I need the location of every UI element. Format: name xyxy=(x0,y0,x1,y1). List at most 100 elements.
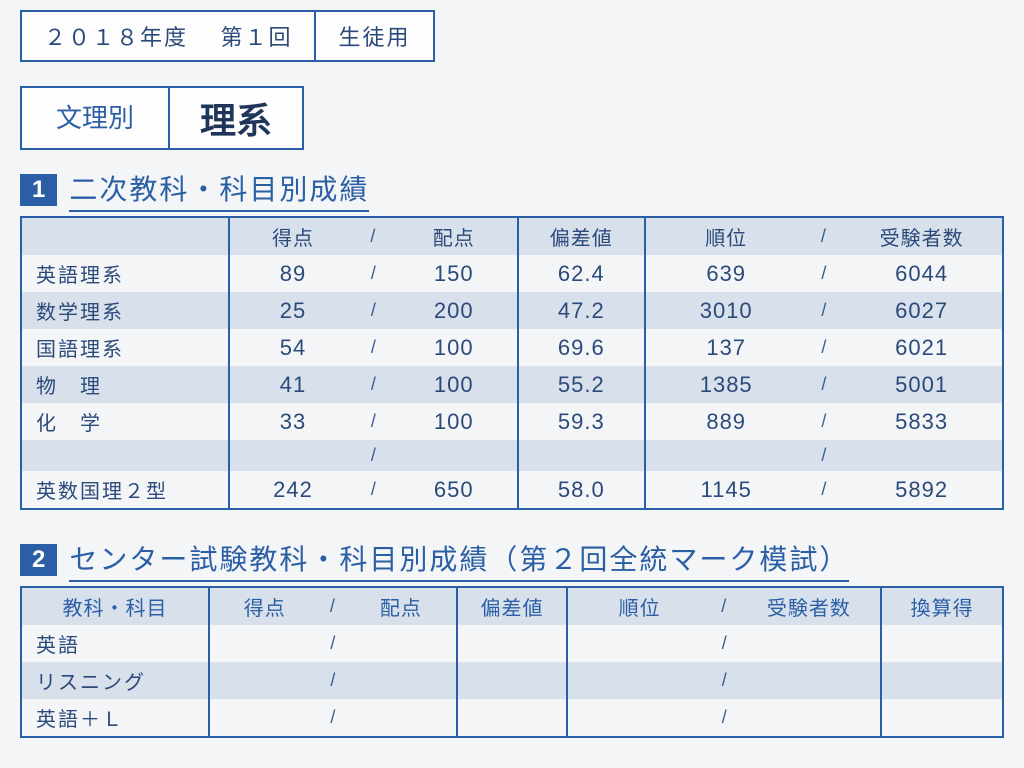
col-full: 配点 xyxy=(391,217,518,255)
total-cell: 6044 xyxy=(841,255,1003,292)
section-2-header: 2 センター試験教科・科目別成績（第２回全統マーク模試） xyxy=(20,538,1004,582)
subject-cell: 英語＋Ｌ xyxy=(21,699,209,737)
full-cell: 100 xyxy=(391,329,518,366)
full-cell: 200 xyxy=(391,292,518,329)
full-cell: 100 xyxy=(391,366,518,403)
dev-cell: 58.0 xyxy=(518,471,645,509)
score-cell: 54 xyxy=(229,329,356,366)
dev-cell: 55.2 xyxy=(518,366,645,403)
slash-icon: / xyxy=(821,445,826,465)
year-cell: ２０１８年度 第１回 xyxy=(20,10,316,62)
session-label: 第１回 xyxy=(220,25,292,50)
total-cell: 6021 xyxy=(841,329,1003,366)
section-2-number: 2 xyxy=(20,544,57,576)
document-header: ２０１８年度 第１回 生徒用 xyxy=(20,10,1004,62)
total-cell: 5833 xyxy=(841,403,1003,440)
table-row: リスニング / / xyxy=(21,662,1003,699)
table-header-row: 教科・科目 得点 / 配点 偏差値 順位 / 受験者数 換算得 xyxy=(21,587,1003,625)
slash-icon: / xyxy=(821,337,826,357)
score-cell: 41 xyxy=(229,366,356,403)
full-cell: 150 xyxy=(391,255,518,292)
slash-icon: / xyxy=(371,445,376,465)
track-row: 文理別 理系 xyxy=(20,86,1004,150)
rank-cell: 639 xyxy=(645,255,807,292)
subject-cell: 数学理系 xyxy=(21,292,229,329)
slash-icon: / xyxy=(371,300,376,320)
year-label: ２０１８年度 xyxy=(44,25,188,50)
subject-cell: リスニング xyxy=(21,662,209,699)
dev-cell: 59.3 xyxy=(518,403,645,440)
table-row: 英語理系 89 / 150 62.4 639 / 6044 xyxy=(21,255,1003,292)
scores-table-2: 教科・科目 得点 / 配点 偏差値 順位 / 受験者数 換算得 英語 / / リ… xyxy=(20,586,1004,738)
col-rank: 順位 xyxy=(567,587,711,625)
col-dev: 偏差値 xyxy=(457,587,568,625)
col-conv: 換算得 xyxy=(881,587,1003,625)
table-row: 国語理系 54 / 100 69.6 137 / 6021 xyxy=(21,329,1003,366)
section-1-title: 二次教科・科目別成績 xyxy=(69,168,369,212)
slash-icon: / xyxy=(371,479,376,499)
slash-icon: / xyxy=(821,411,826,431)
subject-cell: 国語理系 xyxy=(21,329,229,366)
rank-cell: 1385 xyxy=(645,366,807,403)
slash-icon: / xyxy=(721,596,727,616)
dev-cell: 69.6 xyxy=(518,329,645,366)
table-row: 物 理 41 / 100 55.2 1385 / 5001 xyxy=(21,366,1003,403)
slash-icon: / xyxy=(722,633,727,653)
section-1-header: 1 二次教科・科目別成績 xyxy=(20,168,1004,212)
col-total: 受験者数 xyxy=(738,587,882,625)
rank-cell: 3010 xyxy=(645,292,807,329)
scores-table-1: 得点 / 配点 偏差値 順位 / 受験者数 英語理系 89 / 150 62.4… xyxy=(20,216,1004,510)
dev-cell: 47.2 xyxy=(518,292,645,329)
score-cell: 242 xyxy=(229,471,356,509)
slash-icon: / xyxy=(722,707,727,727)
slash-icon: / xyxy=(821,479,826,499)
col-full: 配点 xyxy=(346,587,457,625)
slash-icon: / xyxy=(330,670,335,690)
slash-icon: / xyxy=(722,670,727,690)
slash-icon: / xyxy=(371,411,376,431)
usage-cell: 生徒用 xyxy=(316,10,434,62)
table-row: 数学理系 25 / 200 47.2 3010 / 6027 xyxy=(21,292,1003,329)
rank-cell: 1145 xyxy=(645,471,807,509)
subject-cell: 英語 xyxy=(21,625,209,662)
col-dev: 偏差値 xyxy=(518,217,645,255)
score-cell: 25 xyxy=(229,292,356,329)
table-header-row: 得点 / 配点 偏差値 順位 / 受験者数 xyxy=(21,217,1003,255)
table-row: 化 学 33 / 100 59.3 889 / 5833 xyxy=(21,403,1003,440)
score-cell: 89 xyxy=(229,255,356,292)
col-score: 得点 xyxy=(229,217,356,255)
full-cell: 650 xyxy=(391,471,518,509)
slash-icon: / xyxy=(821,263,826,283)
track-value: 理系 xyxy=(170,86,304,150)
spacer-row: / / xyxy=(21,440,1003,471)
track-label: 文理別 xyxy=(20,86,170,150)
slash-icon: / xyxy=(821,300,826,320)
col-rank: 順位 xyxy=(645,217,807,255)
section-1: 1 二次教科・科目別成績 得点 / 配点 偏差値 順位 / 受験者数 英語理系 … xyxy=(20,168,1004,510)
slash-icon: / xyxy=(370,226,376,246)
slash-icon: / xyxy=(371,337,376,357)
subject-cell: 英数国理２型 xyxy=(21,471,229,509)
section-2: 2 センター試験教科・科目別成績（第２回全統マーク模試） 教科・科目 得点 / … xyxy=(20,538,1004,738)
slash-icon: / xyxy=(371,374,376,394)
dev-cell: 62.4 xyxy=(518,255,645,292)
slash-icon: / xyxy=(330,596,336,616)
total-cell: 6027 xyxy=(841,292,1003,329)
full-cell: 100 xyxy=(391,403,518,440)
slash-icon: / xyxy=(330,633,335,653)
table-row: 英語 / / xyxy=(21,625,1003,662)
table-row: 英語＋Ｌ / / xyxy=(21,699,1003,737)
section-1-number: 1 xyxy=(20,174,57,206)
slash-icon: / xyxy=(330,707,335,727)
subject-cell: 化 学 xyxy=(21,403,229,440)
subject-cell: 英語理系 xyxy=(21,255,229,292)
subject-cell: 物 理 xyxy=(21,366,229,403)
col-total: 受験者数 xyxy=(841,217,1003,255)
section-2-title: センター試験教科・科目別成績（第２回全統マーク模試） xyxy=(69,538,849,582)
slash-icon: / xyxy=(821,374,826,394)
slash-icon: / xyxy=(371,263,376,283)
total-cell: 5892 xyxy=(841,471,1003,509)
col-subject: 教科・科目 xyxy=(21,587,209,625)
summary-row: 英数国理２型 242 / 650 58.0 1145 / 5892 xyxy=(21,471,1003,509)
slash-icon: / xyxy=(821,226,827,246)
